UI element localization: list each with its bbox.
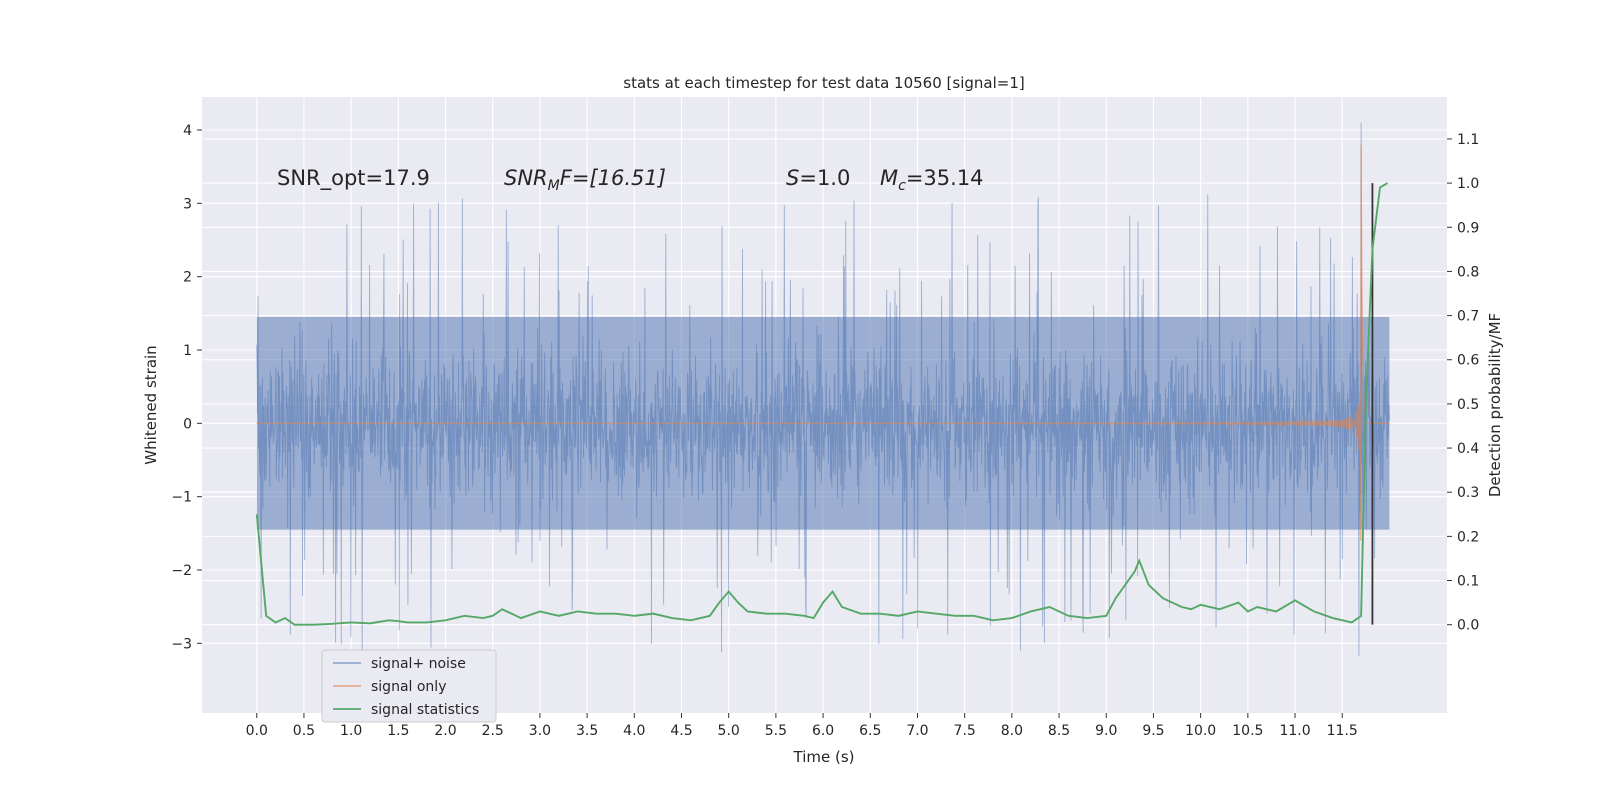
x-tick-label-0: 0.0 <box>246 723 268 739</box>
x-axis-ticks: 0.0 0.5 1.0 1.5 2.0 2.5 3.0 3.5 4.0 4.5 5.0 5.5 6.0 6… <box>246 713 1358 739</box>
x-tick-label-3: 1.5 <box>387 723 409 739</box>
y-right-tick-label-8: 0.8 <box>1457 264 1479 280</box>
y-left-tick-label-1: −2 <box>171 563 192 579</box>
y-left-tick-label-3: 0 <box>183 416 192 432</box>
signal-only-series <box>256 144 1390 541</box>
legend: signal+ noise signal only signal statist… <box>321 649 497 723</box>
annotation-mc-subscript: c <box>898 178 906 194</box>
annotation-snr-mf-value: F=[16.51] <box>560 166 666 190</box>
chart-title: stats at each timestep for test data 105… <box>623 74 1024 92</box>
x-tick-label-21: 10.5 <box>1232 723 1263 739</box>
y-left-tick-label-0: −3 <box>171 636 192 652</box>
annotation-snr-mf-symbol: SNR <box>504 166 548 190</box>
annotation-snr-opt: SNR_opt=17.9 <box>277 166 430 191</box>
y-right-tick-label-0: 0.0 <box>1457 618 1479 634</box>
y-left-tick-label-6: 3 <box>183 196 192 212</box>
annotation-snr-mf-subscript: M <box>548 178 560 194</box>
x-tick-label-6: 3.0 <box>529 723 551 739</box>
x-tick-label-20: 10.0 <box>1185 723 1216 739</box>
stats-trace <box>255 182 1389 626</box>
y-axis-right-label: Detection probability/MF <box>1486 313 1504 497</box>
annotation-s: S=1.0 <box>786 166 850 190</box>
y-right-tick-label-2: 0.2 <box>1457 529 1479 545</box>
x-tick-label-9: 4.5 <box>670 723 692 739</box>
x-tick-label-18: 9.0 <box>1095 723 1117 739</box>
x-tick-label-2: 1.0 <box>340 723 362 739</box>
y-left-tick-label-4: 1 <box>183 343 192 359</box>
x-tick-label-23: 11.5 <box>1327 723 1358 739</box>
legend-box <box>321 649 497 723</box>
y-left-tick-label-7: 4 <box>183 123 192 139</box>
x-tick-label-7: 3.5 <box>576 723 598 739</box>
x-tick-label-12: 6.0 <box>812 723 834 739</box>
annotation-mc-symbol: M <box>880 166 898 190</box>
y-right-tick-label-5: 0.5 <box>1457 397 1479 413</box>
x-tick-label-10: 5.0 <box>718 723 740 739</box>
y-right-tick-label-4: 0.4 <box>1457 441 1479 457</box>
signal-statistics-series <box>255 182 1389 626</box>
x-tick-label-19: 9.5 <box>1142 723 1164 739</box>
y-right-tick-label-1: 0.1 <box>1457 574 1479 590</box>
annotation-mc: Mc=35.14 <box>880 166 984 194</box>
y-right-tick-label-10: 1.0 <box>1457 176 1479 192</box>
noise-trace <box>256 122 1390 657</box>
y-right-tick-label-9: 0.9 <box>1457 220 1479 236</box>
x-tick-label-13: 6.5 <box>859 723 881 739</box>
y-left-tick-label-2: −1 <box>171 490 192 506</box>
y-right-tick-label-7: 0.7 <box>1457 309 1479 325</box>
annotation-snr-mf: SNRMF=[16.51] <box>504 166 666 194</box>
y-right-tick-label-11: 1.1 <box>1457 132 1479 148</box>
annotation-s-symbol: S <box>786 166 799 190</box>
x-tick-label-16: 8.0 <box>1001 723 1023 739</box>
x-tick-label-11: 5.5 <box>765 723 787 739</box>
y-left-tick-label-5: 2 <box>183 270 192 286</box>
x-tick-label-5: 2.5 <box>482 723 504 739</box>
annotation-s-value: =1.0 <box>799 166 850 190</box>
y-right-tick-label-6: 0.6 <box>1457 353 1479 369</box>
legend-label-noise: signal+ noise <box>371 656 466 672</box>
y-axis-left-ticks: −3 −2 −1 0 1 2 3 4 <box>171 123 202 652</box>
y-axis-right-ticks: 0.0 0.1 0.2 0.3 0.4 0.5 0.6 0.7 0.8 0.9 1.0 1.1 <box>1447 132 1479 634</box>
legend-label-signal: signal only <box>371 679 446 695</box>
x-tick-label-8: 4.0 <box>623 723 645 739</box>
legend-label-stats: signal statistics <box>371 702 479 718</box>
x-axis-label: Time (s) <box>793 748 855 766</box>
x-tick-label-4: 2.0 <box>434 723 456 739</box>
x-tick-label-14: 7.0 <box>906 723 928 739</box>
y-axis-left-label: Whitened strain <box>142 345 160 464</box>
x-tick-label-22: 11.0 <box>1279 723 1310 739</box>
x-tick-label-15: 7.5 <box>954 723 976 739</box>
x-tick-label-1: 0.5 <box>293 723 315 739</box>
signal-trace <box>256 144 1390 541</box>
annotation-mc-value: =35.14 <box>906 166 984 190</box>
y-right-tick-label-3: 0.3 <box>1457 485 1479 501</box>
x-tick-label-17: 8.5 <box>1048 723 1070 739</box>
